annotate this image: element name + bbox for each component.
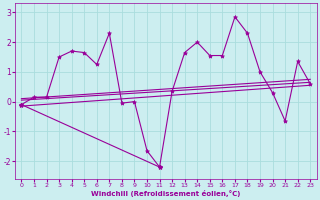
X-axis label: Windchill (Refroidissement éolien,°C): Windchill (Refroidissement éolien,°C) xyxy=(91,190,241,197)
